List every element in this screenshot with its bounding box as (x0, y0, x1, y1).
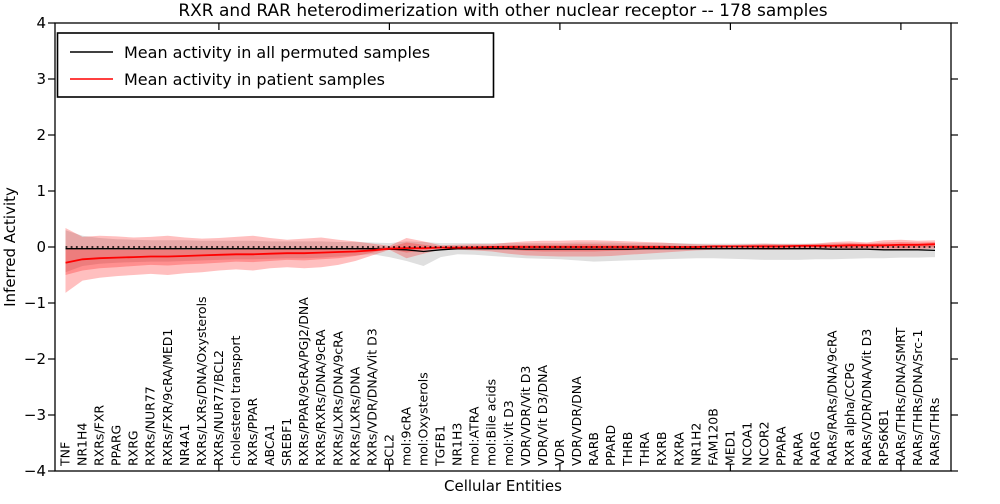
legend-label-patient: Mean activity in patient samples (124, 70, 385, 89)
y-tick-label: 4 (36, 14, 46, 32)
x-category-label: THRB (620, 432, 635, 467)
x-category-label: VDR/Vit D3/DNA (535, 365, 550, 466)
axes-frame (48, 22, 958, 472)
y-tick-label: −3 (24, 406, 46, 424)
x-category-label: RARs/VDR/DNA/Vit D3 (859, 329, 874, 466)
legend-box (56, 32, 495, 98)
x-category-label: RARs/THRs/DNA/Src-1 (910, 330, 925, 466)
x-category-label: PPARA (774, 426, 789, 466)
x-category-label: NR1H2 (688, 423, 703, 466)
data-lines (65, 243, 936, 264)
y-tick-label: 0 (36, 238, 46, 256)
x-category-label: cholesterol transport (228, 335, 243, 466)
x-category-label: mol:Oxysterols (416, 372, 431, 466)
y-tick-label: −2 (24, 350, 46, 368)
x-category-label: NR4A1 (177, 424, 192, 467)
y-tick-label: 3 (36, 70, 46, 88)
x-category-label: mol:Bile acids (484, 379, 499, 466)
x-category-label: RXR alpha/CCPG (842, 363, 857, 466)
patient-samples-outer-spread-band (65, 228, 935, 293)
permuted-samples-spread-band (65, 230, 935, 273)
x-category-label: RARG (808, 431, 823, 466)
x-category-label: RXRs/NUR77/BCL2 (211, 350, 226, 466)
x-category-label: RXRs/RXRs/DNA/9cRA (313, 329, 328, 466)
y-tick-label: −1 (24, 294, 46, 312)
x-category-label: RXRs/FXR (92, 405, 107, 466)
x-category-label: mol:Vit D3 (501, 400, 516, 466)
y-axis-label: Inferred Activity (1, 187, 19, 307)
x-category-label: RXRA (671, 432, 686, 466)
x-category-label: SREBF1 (279, 418, 294, 466)
x-axis-label: Cellular Entities (444, 477, 562, 495)
legend: Mean activity in all permuted samples Me… (56, 32, 495, 98)
x-category-label: TNF (58, 442, 73, 467)
x-category-label: BCL2 (381, 434, 396, 466)
patient-mean-line (65, 243, 936, 264)
x-category-label: RARs/RARs/DNA/9cRA (825, 330, 840, 466)
x-category-label: RPS6KB1 (876, 409, 891, 466)
x-category-label: RXRs/VDR/DNA/Vit D3 (364, 328, 379, 466)
legend-label-permuted: Mean activity in all permuted samples (124, 43, 430, 62)
x-category-labels: TNF NR1H4 RXRs/FXR PPARG RXRG RXRs/NUR77 RXRs/… (58, 296, 943, 467)
x-category-label: RXRs/PPAR/9cRA/PGJ2/DNA (296, 297, 311, 466)
x-category-label: FAM120B (705, 408, 720, 466)
chart-title: RXR and RAR heterodimerization with othe… (178, 1, 827, 21)
x-category-label: MED1 (722, 430, 737, 466)
x-category-label: RXRs/LXRs/DNA/9cRA (330, 331, 345, 466)
x-category-label: RARs/THRs/DNA/SMRT (893, 327, 908, 466)
x-category-label: RARs/THRs (927, 398, 942, 466)
x-category-label: PPARD (603, 425, 618, 466)
x-category-label: VDR (552, 439, 567, 466)
patient-samples-inner-spread-band (65, 242, 935, 275)
x-category-label: ABCA1 (262, 424, 277, 466)
x-category-label: VDR/VDR/Vit D3 (518, 366, 533, 466)
x-category-label: RXRs/LXRs/DNA (347, 366, 362, 466)
x-category-label: NR1H4 (75, 423, 90, 466)
x-category-label: mol:9cRA (399, 406, 414, 466)
x-category-label: RARA (791, 432, 806, 466)
x-category-label: RXRB (654, 431, 669, 466)
x-category-label: THRA (637, 432, 652, 467)
x-category-label: PPARG (109, 425, 124, 466)
x-category-label: NR1H3 (450, 423, 465, 466)
x-category-label: VDR/VDR/DNA (569, 376, 584, 466)
x-category-label: RARB (586, 432, 601, 466)
permuted-mean-line (65, 248, 936, 253)
x-category-label: NCOA1 (740, 422, 755, 466)
y-tick-labels: 4 3 2 1 0 −1 −2 −3 −4 (24, 14, 46, 480)
x-category-label: RXRs/PPAR (245, 398, 260, 466)
x-category-label: RXRG (126, 430, 141, 466)
x-category-label: mol:ATRA (467, 406, 482, 466)
x-category-label: TGFB1 (433, 425, 448, 467)
y-tick-label: 1 (36, 182, 46, 200)
x-category-label: NCOR2 (757, 421, 772, 466)
y-tick-label: 2 (36, 126, 46, 144)
x-category-label: RXRs/FXR/9cRA/MED1 (160, 329, 175, 466)
y-tick-label: −4 (24, 462, 46, 480)
x-category-label: RXRs/LXRs/DNA/Oxysterols (194, 296, 209, 466)
x-category-label: RXRs/NUR77 (143, 386, 158, 466)
confidence-bands (65, 228, 935, 293)
